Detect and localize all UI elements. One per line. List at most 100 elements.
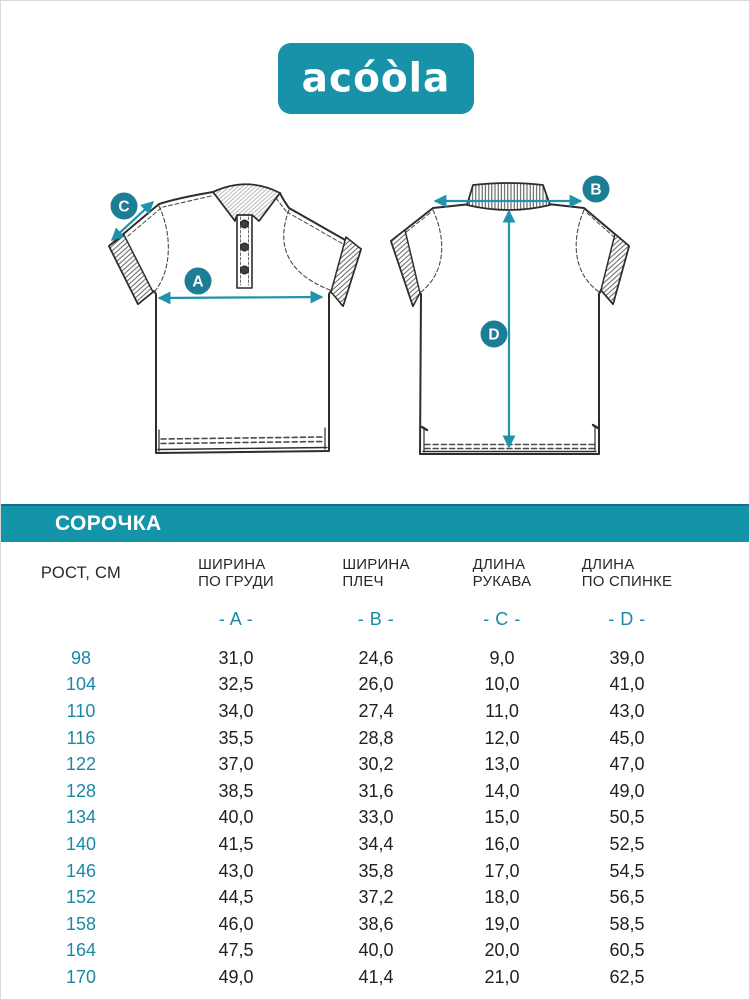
row-value-c: 15,0 <box>484 807 520 828</box>
row-height-value: 134 <box>65 807 97 828</box>
row-value-a: 38,5 <box>218 780 254 801</box>
button-icon <box>240 265 249 275</box>
polo-front-drawing <box>108 183 362 454</box>
badge-a <box>184 267 212 295</box>
table-row: 134 40,0 33,0 15,0 50,5 <box>1 805 691 832</box>
column-header-height: РОСТ, СМ <box>40 563 122 582</box>
column-header-b: ШИРИНА ПЛЕЧ <box>311 556 441 590</box>
column-header-d-line2: ПО СПИНКЕ <box>581 573 673 590</box>
row-value-b: 30,2 <box>358 754 394 775</box>
row-value-b: 24,6 <box>358 647 394 668</box>
column-header-d-line1: ДЛИНА <box>581 556 635 573</box>
column-header-a-line1: ШИРИНА <box>198 556 266 573</box>
row-height-value: 104 <box>65 674 97 695</box>
row-value-b: 28,8 <box>358 727 394 748</box>
badge-a-letter: A <box>192 274 203 291</box>
table-row: 164 47,5 40,0 20,0 60,5 <box>1 938 691 965</box>
row-value-b: 33,0 <box>358 807 394 828</box>
row-value-c: 13,0 <box>484 754 520 775</box>
row-value-d: 41,0 <box>609 674 645 695</box>
row-value-d: 39,0 <box>609 647 645 668</box>
column-header-c-line2: РУКАВА <box>472 573 532 590</box>
row-value-b: 41,4 <box>358 966 394 987</box>
back-left-cuff <box>390 229 421 307</box>
letter-cell-c: - C - <box>483 609 521 629</box>
row-value-a: 47,5 <box>218 940 254 961</box>
row-value-c: 12,0 <box>484 727 520 748</box>
row-value-d: 62,5 <box>609 966 645 987</box>
back-right-cuff <box>600 233 630 305</box>
row-height-value: 98 <box>70 647 92 668</box>
row-value-a: 35,5 <box>218 727 254 748</box>
row-value-c: 16,0 <box>484 833 520 854</box>
row-height-value: 128 <box>65 780 97 801</box>
row-value-c: 11,0 <box>485 700 519 721</box>
row-height-value: 140 <box>65 833 97 854</box>
column-header-a-line2: ПО ГРУДИ <box>198 573 274 590</box>
letter-cell-a: - A - <box>218 609 254 629</box>
column-header-c: ДЛИНА РУКАВА <box>441 556 563 590</box>
row-value-b: 38,6 <box>358 913 394 934</box>
row-value-c: 9,0 <box>489 647 515 668</box>
row-height-value: 158 <box>65 913 97 934</box>
front-right-cuff <box>330 236 362 307</box>
row-value-a: 37,0 <box>218 754 254 775</box>
row-value-a: 44,5 <box>218 887 254 908</box>
letter-cell-b: - B - <box>357 609 395 629</box>
row-value-c: 18,0 <box>484 887 520 908</box>
measure-arrow-c <box>110 201 155 241</box>
row-height-value: 116 <box>66 727 96 748</box>
row-value-d: 49,0 <box>609 780 645 801</box>
column-header-b-line2: ПЛЕЧ <box>342 573 384 590</box>
row-value-a: 32,5 <box>218 674 254 695</box>
row-value-c: 17,0 <box>484 860 520 881</box>
column-header-b-line1: ШИРИНА <box>342 556 410 573</box>
row-value-b: 35,8 <box>358 860 394 881</box>
table-header: РОСТ, СМ ШИРИНА ПО ГРУДИ ШИРИНА ПЛЕЧ ДЛИ… <box>1 556 691 590</box>
row-value-a: 40,0 <box>218 807 254 828</box>
row-value-d: 56,5 <box>609 887 645 908</box>
table-row: 98 31,0 24,6 9,0 39,0 <box>1 645 691 672</box>
measure-arrows <box>110 194 583 449</box>
row-height-value: 122 <box>65 754 97 775</box>
brand-logo: acóòla <box>278 43 474 114</box>
badge-d-letter: D <box>488 327 499 344</box>
row-value-d: 43,0 <box>609 700 645 721</box>
table-row: 158 46,0 38,6 19,0 58,5 <box>1 911 691 938</box>
row-value-b: 31,6 <box>358 780 394 801</box>
column-header-a: ШИРИНА ПО ГРУДИ <box>161 556 311 590</box>
table-row: 170 49,0 41,4 21,0 62,5 <box>1 964 691 991</box>
row-value-d: 45,0 <box>609 727 645 748</box>
row-value-a: 31,0 <box>218 647 254 668</box>
size-table-rows: 98 31,0 24,6 9,0 39,0 104 32,5 26,0 10,0 41,0 110 3… <box>1 645 691 991</box>
row-height-value: 146 <box>65 860 97 881</box>
badge-d <box>480 320 508 348</box>
table-row: 110 34,0 27,4 11,0 43,0 <box>1 698 691 725</box>
table-row: 146 43,0 35,8 17,0 54,5 <box>1 858 691 885</box>
row-value-a: 46,0 <box>218 913 254 934</box>
row-value-a: 49,0 <box>218 966 254 987</box>
row-value-a: 43,0 <box>218 860 254 881</box>
column-header-d: ДЛИНА ПО СПИНКЕ <box>563 556 691 590</box>
garment-diagram: C A B D <box>108 175 630 455</box>
table-row: 152 44,5 37,2 18,0 56,5 <box>1 884 691 911</box>
row-value-c: 10,0 <box>484 674 520 695</box>
badge-c <box>110 192 138 220</box>
button-icon <box>240 219 249 229</box>
row-height-value: 170 <box>65 966 97 987</box>
row-value-b: 34,4 <box>358 833 394 854</box>
badge-b <box>582 175 610 203</box>
table-letter-row: - A - - B - - C - - D - <box>1 609 691 629</box>
measure-arrow-a <box>157 290 324 305</box>
row-value-c: 21,0 <box>484 966 520 987</box>
badge-c-letter: C <box>118 199 129 216</box>
row-value-c: 20,0 <box>484 940 520 961</box>
back-collar <box>466 182 551 211</box>
button-icon <box>240 242 249 252</box>
letter-cell-d: - D - <box>608 609 646 629</box>
section-banner-title: СОРОЧКА <box>55 512 162 535</box>
row-value-c: 14,0 <box>484 780 520 801</box>
table-row: 140 41,5 34,4 16,0 52,5 <box>1 831 691 858</box>
front-hem-line <box>157 446 328 451</box>
